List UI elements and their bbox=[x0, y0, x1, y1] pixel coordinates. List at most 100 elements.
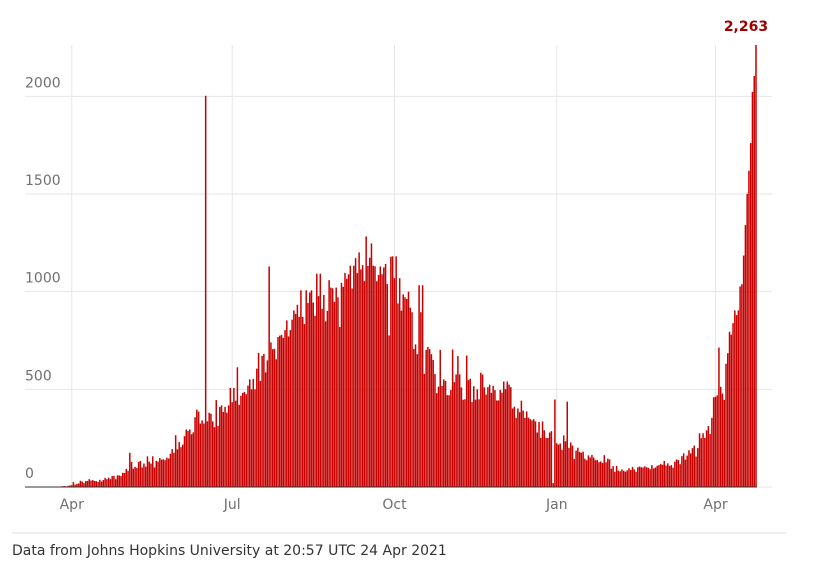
bar bbox=[185, 429, 188, 487]
bar bbox=[508, 384, 510, 487]
bar bbox=[638, 466, 641, 487]
bar bbox=[70, 485, 73, 487]
bar bbox=[571, 445, 574, 487]
bar bbox=[125, 468, 128, 487]
bar bbox=[296, 304, 299, 487]
bar bbox=[552, 483, 554, 487]
bar bbox=[264, 372, 267, 487]
bar bbox=[201, 420, 203, 487]
bar bbox=[305, 290, 307, 487]
bar bbox=[693, 445, 696, 487]
bar bbox=[266, 360, 269, 487]
y-tick-label: 1500 bbox=[25, 173, 61, 189]
bar bbox=[358, 252, 360, 487]
bar bbox=[580, 452, 583, 487]
bar bbox=[730, 334, 733, 487]
bar bbox=[451, 349, 454, 487]
bar bbox=[517, 408, 519, 487]
bar bbox=[573, 459, 576, 487]
bar bbox=[219, 406, 221, 487]
bar bbox=[381, 274, 383, 487]
bar bbox=[340, 282, 343, 487]
bar bbox=[630, 470, 632, 487]
bar bbox=[485, 394, 487, 487]
bar bbox=[615, 465, 618, 487]
bar bbox=[455, 374, 457, 487]
bar bbox=[257, 352, 260, 487]
bar bbox=[310, 290, 313, 487]
bar bbox=[282, 337, 285, 487]
bar bbox=[548, 432, 551, 487]
bar bbox=[275, 359, 277, 487]
bar bbox=[414, 344, 417, 487]
bar bbox=[278, 335, 281, 487]
bar bbox=[495, 400, 498, 487]
bar bbox=[307, 303, 309, 487]
bar bbox=[665, 465, 667, 487]
bar bbox=[90, 480, 92, 487]
bar bbox=[194, 417, 196, 487]
bar bbox=[217, 426, 219, 487]
bar bbox=[383, 267, 385, 487]
bar bbox=[642, 467, 644, 487]
bar bbox=[423, 373, 426, 487]
bar bbox=[132, 468, 135, 487]
bar bbox=[592, 457, 595, 487]
bar bbox=[370, 243, 373, 487]
bar bbox=[326, 311, 329, 487]
bar bbox=[654, 467, 657, 487]
bar bbox=[714, 396, 717, 487]
bar bbox=[668, 465, 671, 487]
x-tick-label: Oct bbox=[382, 497, 407, 513]
bar bbox=[377, 275, 380, 487]
bar bbox=[174, 435, 177, 487]
bar bbox=[162, 459, 165, 487]
bar bbox=[614, 471, 616, 487]
bar bbox=[323, 295, 325, 487]
bar bbox=[220, 405, 223, 487]
bar bbox=[487, 387, 489, 487]
bar bbox=[181, 444, 184, 487]
bar bbox=[261, 355, 263, 487]
bar bbox=[379, 266, 382, 487]
bar bbox=[566, 401, 569, 487]
bar bbox=[619, 471, 621, 487]
bar bbox=[649, 469, 651, 487]
bar bbox=[631, 466, 634, 487]
bar bbox=[118, 475, 120, 487]
bar bbox=[328, 280, 330, 487]
y-tick-label: 2000 bbox=[25, 75, 61, 91]
bar bbox=[100, 481, 103, 487]
bar bbox=[647, 467, 650, 487]
bar bbox=[709, 434, 711, 487]
bar bbox=[84, 481, 87, 487]
bar bbox=[393, 278, 396, 487]
bar bbox=[81, 481, 83, 487]
bar bbox=[324, 321, 327, 487]
bar bbox=[716, 395, 718, 487]
bar bbox=[166, 457, 168, 487]
bar bbox=[554, 399, 556, 487]
bar bbox=[137, 461, 140, 487]
bar bbox=[432, 360, 434, 487]
bar bbox=[303, 324, 306, 487]
bar bbox=[123, 472, 126, 487]
bar bbox=[361, 265, 364, 487]
bar bbox=[467, 380, 470, 487]
bar bbox=[601, 462, 604, 487]
bar bbox=[294, 313, 297, 487]
bar bbox=[476, 389, 479, 487]
bar bbox=[561, 449, 563, 487]
bar bbox=[568, 447, 570, 487]
bar bbox=[148, 461, 150, 487]
bar bbox=[439, 349, 442, 487]
bar bbox=[735, 315, 738, 487]
y-tick-label: 1000 bbox=[25, 271, 61, 287]
bar bbox=[698, 433, 701, 487]
bar bbox=[497, 400, 500, 487]
bar bbox=[240, 395, 242, 487]
bar bbox=[702, 433, 704, 487]
bar bbox=[143, 463, 145, 487]
bar bbox=[180, 447, 182, 487]
bar bbox=[374, 266, 376, 487]
